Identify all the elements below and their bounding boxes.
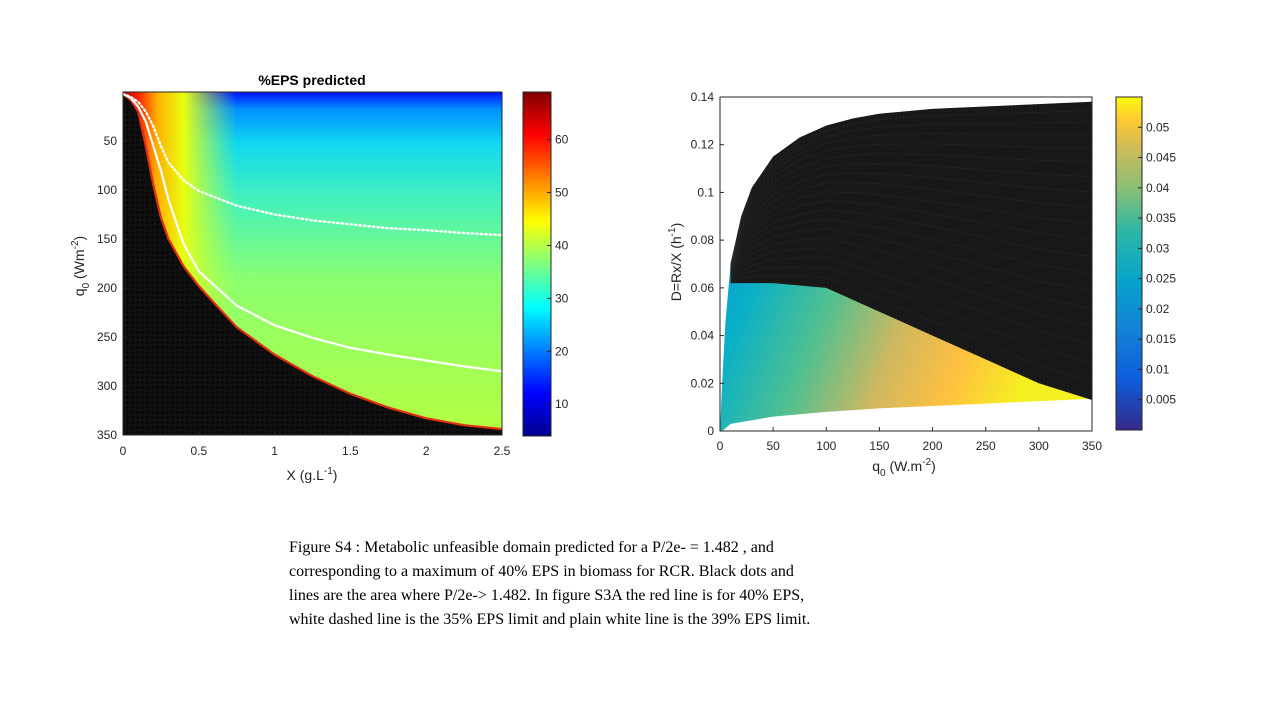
isoline <box>730 247 1092 327</box>
colorbar-tick-label: 20 <box>555 344 569 358</box>
y-tick-label: 0 <box>707 424 714 438</box>
x-axis-label: q0 (W.m-2) <box>872 457 935 479</box>
caption-line: corresponding to a maximum of 40% EPS in… <box>289 563 794 580</box>
isoline <box>730 191 1092 272</box>
colorbar-tick-label: 40 <box>555 238 569 252</box>
x-tick-label: 1.5 <box>342 444 359 458</box>
colorbar-tick-label: 0.02 <box>1146 302 1170 316</box>
y-tick-label: 200 <box>97 281 117 295</box>
isoline <box>730 172 1092 270</box>
isoline <box>730 257 1092 345</box>
y-tick-label: 50 <box>104 134 118 148</box>
chart-title: %EPS predicted <box>258 72 365 88</box>
y-axis-ticks: 50 100 150 200 250 300 350 <box>97 134 127 442</box>
y-tick-label: 0.02 <box>691 376 715 390</box>
right-chart: 0 50 100 150 200 250 300 350 00.020.040.060.080… <box>667 90 1176 479</box>
isoline <box>730 143 1092 268</box>
x-tick-label: 0 <box>120 444 127 458</box>
colorbar-tick-label: 0.05 <box>1146 120 1170 134</box>
x-axis-ticks: 0 0.5 1 1.5 2 2.5 <box>120 431 511 458</box>
colorbar-tick-label: 50 <box>555 186 569 200</box>
y-tick-label: 350 <box>97 428 117 442</box>
x-tick-label: 50 <box>766 439 780 453</box>
left-chart: %EPS predicted 0 0.5 1 1.5 2 2.5 50 100 150 200 2… <box>70 72 569 483</box>
colorbar-tick-label: 0.045 <box>1146 151 1176 165</box>
colorbar-tick-label: 10 <box>555 397 569 411</box>
isoline <box>730 200 1092 273</box>
caption-line: white dashed line is the 35% EPS limit a… <box>289 611 811 628</box>
isoline <box>730 182 1092 271</box>
colorbar-tick-label: 0.005 <box>1146 393 1176 407</box>
domain-isolines <box>730 110 1092 382</box>
y-tick-label: 0.14 <box>691 90 715 104</box>
x-tick-label: 2 <box>423 444 430 458</box>
isoline <box>730 153 1092 268</box>
caption-line: Figure S4 : Metabolic unfeasible domain … <box>289 539 774 556</box>
y-axis-label: q0 (Wm-2) <box>70 236 92 296</box>
plot-frame <box>122 91 503 436</box>
figure-caption: Figure S4 : Metabolic unfeasible domain … <box>289 536 889 632</box>
isoline <box>730 163 1092 269</box>
eps-curve-2 <box>123 92 502 237</box>
x-tick-label: 150 <box>869 439 889 453</box>
y-axis-label: D=Rx/X (h-1) <box>667 223 684 302</box>
colorbar-tick-label: 0.025 <box>1146 272 1176 286</box>
isoline <box>730 274 1092 382</box>
unfeasible-dots <box>123 93 502 435</box>
y-tick-label: 0.04 <box>691 329 715 343</box>
isoline <box>730 133 1092 267</box>
x-tick-label: 200 <box>923 439 943 453</box>
y-tick-label: 0.08 <box>691 233 715 247</box>
colorbar <box>1115 96 1143 431</box>
y-tick-label: 100 <box>97 183 117 197</box>
y-tick-label: 300 <box>97 379 117 393</box>
colorbar-tick-label: 30 <box>555 291 569 305</box>
isoline <box>730 110 1092 265</box>
isoline <box>730 209 1092 275</box>
plot-frame <box>719 96 1093 432</box>
x-axis-label: X (g.L-1) <box>287 466 338 483</box>
x-axis-ticks: 0 50 100 150 200 250 300 350 <box>717 427 1102 453</box>
x-tick-label: 100 <box>816 439 836 453</box>
isoline <box>730 266 1092 364</box>
isoline <box>730 237 1092 309</box>
y-tick-label: 0.1 <box>697 185 714 199</box>
y-tick-label: 0.06 <box>691 281 715 295</box>
colorbar-tick-label: 0.015 <box>1146 332 1176 346</box>
x-tick-label: 2.5 <box>494 444 511 458</box>
x-tick-label: 0.5 <box>190 444 207 458</box>
caption-line: lines are the area where P/2e-> 1.482. I… <box>289 587 805 604</box>
x-tick-label: 250 <box>976 439 996 453</box>
colorbar-tick-label: 0.01 <box>1146 362 1170 376</box>
colorbar <box>522 91 552 437</box>
isoline <box>730 228 1092 292</box>
y-tick-label: 0.12 <box>691 138 715 152</box>
isoline <box>730 121 1092 266</box>
colorbar-tick-label: 0.04 <box>1146 181 1170 195</box>
colorbar-tick-label: 0.03 <box>1146 241 1170 255</box>
y-tick-label: 250 <box>97 330 117 344</box>
colorbar-tick-label: 60 <box>555 133 569 147</box>
colorbar-tick-label: 0.035 <box>1146 211 1176 225</box>
x-tick-label: 1 <box>271 444 278 458</box>
heatmap-field <box>123 92 502 435</box>
colorbar-ticks: 0.005 0.01 0.015 0.02 0.025 0.03 0.035 0.04 0.04… <box>1138 120 1176 407</box>
x-tick-label: 350 <box>1082 439 1102 453</box>
x-tick-label: 0 <box>717 439 724 453</box>
eps-limit-curves <box>123 92 502 431</box>
x-tick-label: 300 <box>1029 439 1049 453</box>
y-tick-label: 150 <box>97 232 117 246</box>
y-axis-ticks: 0 0.02 0.04 0.06 0.08 0.1 0.12 0.14 <box>691 90 724 438</box>
eps-curve-0 <box>123 93 502 431</box>
isoline <box>730 218 1092 276</box>
colorbar-ticks: 10 20 30 40 50 60 <box>547 133 569 411</box>
eps-curve-1 <box>123 92 502 373</box>
heatmap-field <box>720 101 1092 431</box>
